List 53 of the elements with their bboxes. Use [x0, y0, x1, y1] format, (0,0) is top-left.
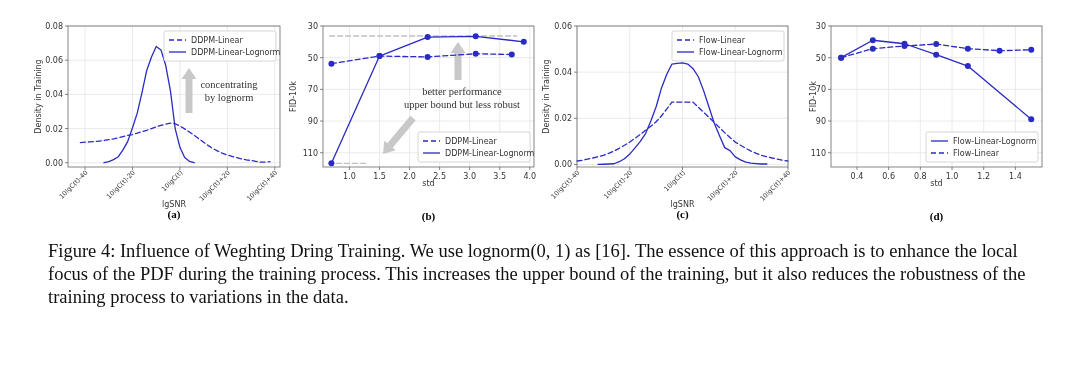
y-tick-label: 90: [815, 117, 826, 127]
legend-label: Flow-Linear-Lognorm: [699, 48, 783, 57]
x-tick-label: 0.8: [913, 172, 927, 181]
y-tick-label: 70: [815, 85, 826, 95]
text: (b): [421, 210, 436, 223]
x-tick-label: 1.2: [977, 172, 991, 181]
x-tick-label: 2.0: [403, 172, 416, 181]
y-tick-label: 0.00: [554, 160, 572, 170]
x-tick-label: 0.6: [882, 172, 896, 181]
y-tick-label: 30: [307, 22, 318, 31]
x-tick-label: 3.0: [463, 172, 477, 181]
x-tick-label: 1.0: [945, 172, 959, 181]
x-tick-label: 1.4: [1009, 172, 1022, 181]
x-tick-label: 4.0: [523, 172, 537, 181]
legend-label: DDPM-Linear-Lognorm: [191, 48, 281, 57]
text: (d): [929, 210, 944, 223]
y-tick-label: 0.06: [554, 22, 572, 31]
x-axis-title: std: [930, 179, 943, 188]
y-tick-label: 0.04: [45, 90, 63, 100]
y-tick-label: 0.08: [45, 22, 63, 31]
x-tick-label: 0.4: [850, 172, 864, 181]
annotation: concentrating by lognorm: [200, 79, 259, 103]
y-tick-label: 90: [307, 117, 318, 127]
x-axis-title: lgSNR: [670, 200, 695, 209]
x-tick-label: 1.0: [343, 172, 356, 181]
y-tick-label: 0.06: [45, 56, 63, 66]
y-tick-label: 30: [815, 22, 826, 31]
y-tick-label: 0.00: [45, 158, 63, 168]
x-axis-title: std: [422, 179, 435, 188]
text: (a): [167, 208, 181, 221]
annotation: better performance upper bound but less robust: [403, 86, 521, 110]
y-tick-label: 70: [307, 85, 318, 95]
legend-label: Flow-Linear-Lognorm: [953, 137, 1037, 146]
legend-label: DDPM-Linear: [445, 137, 498, 146]
legend-label: DDPM-Linear: [191, 36, 244, 45]
y-tick-label: 50: [815, 53, 826, 63]
text: (c): [676, 208, 689, 221]
caption: Figure 4: Influence of Weghting Dring Training. We use lognorm(0, 1) as [16]. The essence of this approach is to enhance the local focus of the PDF during the training process. This increases the upper bound of the training, but it also reduces the robustness of the training process to variations in the data.: [48, 241, 1026, 307]
y-axis-title: FID-10k: [289, 80, 298, 112]
y-tick-label: 0.04: [554, 68, 572, 78]
legend-label: DDPM-Linear-Lognorm: [445, 149, 535, 158]
y-tick-label: 0.02: [554, 114, 572, 124]
legend-label: Flow-Linear: [953, 149, 1000, 158]
legend-label: Flow-Linear: [699, 36, 746, 45]
y-tick-label: 110: [810, 148, 826, 158]
y-tick-label: 0.02: [45, 124, 63, 134]
y-tick-label: 50: [307, 53, 318, 63]
y-axis-title: Density in Training: [542, 59, 551, 134]
x-tick-label: 3.5: [493, 172, 507, 181]
y-tick-label: 110: [302, 148, 318, 158]
x-axis-title: lgSNR: [162, 200, 187, 209]
x-tick-label: 1.5: [373, 172, 386, 181]
y-axis-title: Density in Training: [34, 59, 43, 134]
